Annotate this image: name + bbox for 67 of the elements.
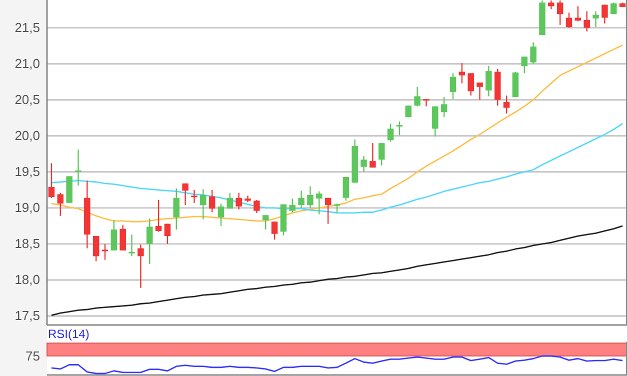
candlestick — [191, 189, 198, 204]
candlestick — [602, 4, 608, 24]
candlestick — [236, 192, 242, 210]
candlestick — [289, 198, 296, 213]
chart-title: RSI(14) — [48, 327, 90, 341]
y-tick-label: 21,5 — [14, 20, 40, 35]
candlestick — [592, 10, 599, 28]
candlestick — [226, 192, 234, 210]
candlestick — [128, 234, 135, 257]
candlestick — [521, 56, 528, 74]
candlestick — [298, 190, 304, 209]
candlestick — [92, 235, 100, 262]
y-tick-label: 19,5 — [14, 164, 40, 180]
candlestick — [530, 42, 536, 64]
line-series — [50, 225, 624, 316]
candlestick — [316, 190, 322, 216]
candlestick — [218, 203, 224, 227]
candlestick — [450, 72, 456, 100]
candlestick — [173, 188, 180, 230]
candlestick — [208, 189, 216, 213]
candlestick — [48, 162, 55, 198]
candlestick — [200, 188, 206, 220]
line-series — [50, 44, 624, 222]
line-series — [50, 122, 624, 214]
candlestick — [423, 98, 430, 107]
candlestick — [102, 243, 108, 260]
candlestick — [342, 176, 350, 202]
candlestick — [138, 244, 144, 288]
text: 75 — [26, 348, 40, 364]
candlestick — [155, 199, 162, 232]
candlestick — [75, 148, 82, 186]
candlestick — [476, 82, 483, 100]
candlestick — [432, 106, 438, 138]
candlestick — [334, 203, 340, 214]
candlestick — [584, 10, 590, 32]
y-tick-label: 18,5 — [14, 236, 40, 252]
candlestick — [440, 96, 448, 118]
candlestick — [254, 199, 260, 214]
y-tick-label: 20,0 — [14, 128, 40, 144]
candlestick — [110, 220, 118, 252]
candlestick — [57, 192, 64, 216]
candlestick — [486, 65, 492, 97]
candlestick — [370, 142, 376, 168]
candlestick — [458, 62, 466, 84]
candlestick — [566, 12, 572, 28]
candlestick — [360, 155, 367, 173]
candlestick — [378, 142, 385, 166]
candlestick — [262, 214, 269, 230]
candlestick — [307, 186, 314, 209]
candlestick — [120, 224, 126, 252]
candlestick — [164, 223, 171, 245]
y-tick-label: 17,5 — [14, 308, 40, 324]
y-tick-label: 21,0 — [14, 56, 40, 71]
y-tick-label: 18,0 — [14, 272, 40, 288]
candlestick — [414, 86, 420, 107]
candlestick — [468, 72, 474, 96]
candlestick — [182, 182, 188, 206]
candlestick — [396, 120, 403, 136]
candlestick — [324, 197, 332, 224]
candlestick — [503, 94, 510, 114]
candlestick — [146, 218, 153, 265]
candlestick — [271, 221, 278, 240]
candlestick — [556, 0, 564, 26]
y-tick-label: 19,0 — [14, 200, 40, 216]
candlestick — [574, 6, 582, 22]
y-tick-label: 20,5 — [14, 92, 40, 108]
candlestick — [387, 123, 394, 142]
